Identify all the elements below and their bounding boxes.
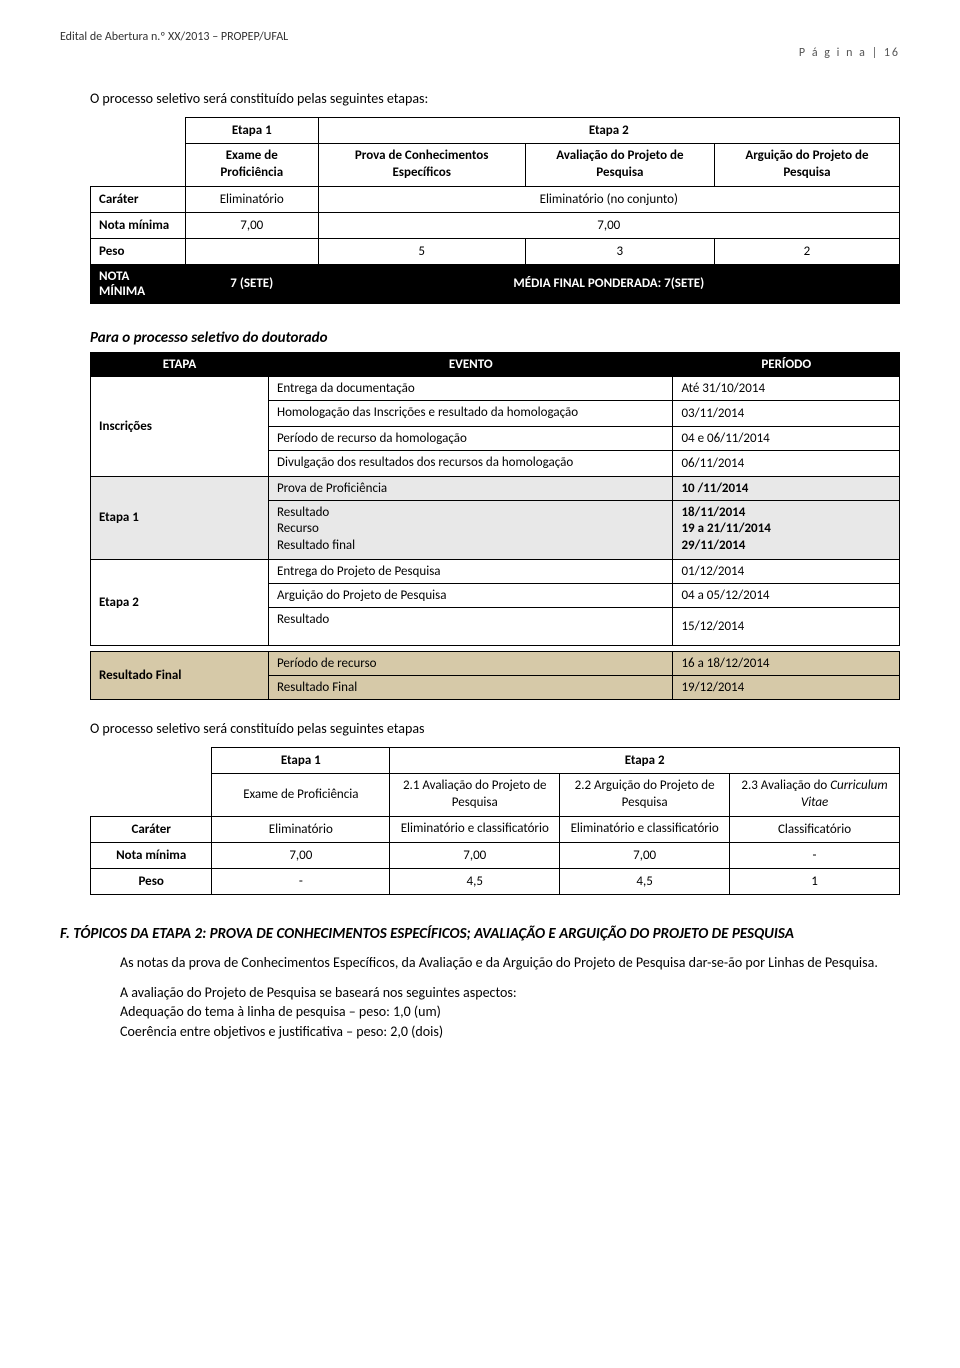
t2-r9e: Resultado (268, 608, 673, 646)
t2-r11p: 19/12/2014 (673, 676, 900, 700)
t3-45-2: 4,5 (560, 869, 730, 895)
doutorado-title: Para o processo seletivo do doutorado (90, 329, 900, 347)
t3-c21: 2.1 Avaliação do Projeto de Pesquisa (390, 774, 560, 817)
table-doutorado: ETAPA EVENTO PERÍODO Inscrições Entrega … (90, 352, 900, 700)
t1-aval: Avaliação do Projeto de Pesquisa (525, 144, 714, 187)
t1-etapa1: Etapa 1 (185, 118, 318, 144)
t2-r6e: Resultado Recurso Resultado final (268, 500, 673, 560)
para-1: As notas da prova de Conhecimentos Espec… (120, 953, 900, 973)
t3-45-1: 4,5 (390, 869, 560, 895)
t3-700-1: 7,00 (212, 843, 390, 869)
t2-r4e: Divulgação dos resultados dos recursos d… (268, 450, 673, 476)
intro-text-1: O processo seletivo será constituído pel… (90, 90, 900, 107)
t2-r6e2: Recurso (277, 521, 319, 536)
t1-prova: Prova de Conhecimentos Específicos (318, 144, 525, 187)
para-2b: Coerência entre objetivos e justificativ… (120, 1023, 443, 1040)
t2-r2p: 03/11/2014 (673, 400, 900, 426)
t2-r8p: 04 a 05/12/2014 (673, 584, 900, 608)
t3-c23: 2.3 Avaliação do Curriculum Vitae (730, 774, 900, 817)
t3-elimclass1: Eliminatório e classificatório (390, 817, 560, 843)
doc-reference: Edital de Abertura n.º XX/2013 – PROPEP/… (60, 30, 900, 44)
t1-notamin-label: Nota mínima (91, 212, 186, 238)
t3-p1: 1 (730, 869, 900, 895)
t2-r6e1: Resultado (277, 505, 329, 520)
t3-elimclass2: Eliminatório e classificatório (560, 817, 730, 843)
table-etapas-doutorado: Etapa 1 Etapa 2 Exame de Proficiência 2.… (90, 747, 900, 895)
t1-p3: 3 (525, 238, 714, 264)
t2-h-evento: EVENTO (268, 352, 673, 376)
t3-peso: Peso (91, 869, 212, 895)
t2-h-periodo: PERÍODO (673, 352, 900, 376)
t3-carater: Caráter (91, 817, 212, 843)
t2-r5e: Prova de Proficiência (268, 476, 673, 500)
t2-r6p3: 29/11/2014 (681, 538, 745, 553)
t3-exame: Exame de Proficiência (212, 774, 390, 817)
t1-media: MÉDIA FINAL PONDERADA: 7(SETE) (318, 264, 899, 303)
t1-elim: Eliminatório (185, 186, 318, 212)
t3-elim: Eliminatório (212, 817, 390, 843)
t1-sete: 7 (SETE) (185, 264, 318, 303)
t1-carater-label: Caráter (91, 186, 186, 212)
t2-r3e: Período de recurso da homologação (268, 426, 673, 450)
t1-exame: Exame de Proficiência (185, 144, 318, 187)
t3-700-3: 7,00 (560, 843, 730, 869)
t3-c22: 2.2 Arguição do Projeto de Pesquisa (560, 774, 730, 817)
t1-p5: 5 (318, 238, 525, 264)
t3-700-2: 7,00 (390, 843, 560, 869)
topic-f-heading: F. TÓPICOS DA ETAPA 2: PROVA DE CONHECIM… (60, 925, 900, 943)
t1-elim-conj: Eliminatório (no conjunto) (318, 186, 899, 212)
t3-etapa1: Etapa 1 (212, 748, 390, 774)
table-etapas-mestrado: Etapa 1 Etapa 2 Exame de Proficiência Pr… (90, 117, 900, 304)
t3-classif: Classificatório (730, 817, 900, 843)
t2-r6p1: 18/11/2014 (681, 505, 745, 520)
t3-etapa2: Etapa 2 (390, 748, 900, 774)
t2-r11e: Resultado Final (268, 676, 673, 700)
t1-arg: Arguição do Projeto de Pesquisa (714, 144, 899, 187)
t2-r10p: 16 a 18/12/2014 (673, 652, 900, 676)
t2-r10e: Período de recurso (268, 652, 673, 676)
t1-etapa2: Etapa 2 (318, 118, 899, 144)
t1-700a: 7,00 (185, 212, 318, 238)
t1-notaminima: NOTA MÍNIMA (91, 264, 186, 303)
t3-dash-1: - (730, 843, 900, 869)
t3-notamin: Nota mínima (91, 843, 212, 869)
page-number: P á g i n a | 16 (60, 46, 900, 60)
t2-etapa1: Etapa 1 (91, 476, 269, 560)
t2-r6e3: Resultado final (277, 538, 355, 553)
t2-r4p: 06/11/2014 (673, 450, 900, 476)
t2-r5p: 10 /11/2014 (673, 476, 900, 500)
t2-r8e: Arguição do Projeto de Pesquisa (268, 584, 673, 608)
t1-p2: 2 (714, 238, 899, 264)
t2-resultfinal: Resultado Final (91, 652, 269, 700)
para-2: A avaliação do Projeto de Pesquisa se ba… (120, 983, 900, 1042)
para-2a: Adequação do tema à linha de pesquisa – … (120, 1003, 441, 1020)
t2-r3p: 04 e 06/11/2014 (673, 426, 900, 450)
intro-text-2: O processo seletivo será constituído pel… (90, 720, 900, 737)
t2-inscricoes: Inscrições (91, 376, 269, 476)
t2-r1e: Entrega da documentação (268, 376, 673, 400)
t2-h-etapa: ETAPA (91, 352, 269, 376)
t2-r7p: 01/12/2014 (673, 560, 900, 584)
t2-r1p: Até 31/10/2014 (673, 376, 900, 400)
t2-etapa2: Etapa 2 (91, 560, 269, 646)
t1-peso-label: Peso (91, 238, 186, 264)
t3-dash-2: - (212, 869, 390, 895)
t2-r9p: 15/12/2014 (673, 608, 900, 646)
para-2-intro: A avaliação do Projeto de Pesquisa se ba… (120, 984, 517, 1001)
t2-r6p: 18/11/2014 19 a 21/11/2014 29/11/2014 (673, 500, 900, 560)
t2-r7e: Entrega do Projeto de Pesquisa (268, 560, 673, 584)
t1-700b: 7,00 (318, 212, 899, 238)
t2-r2e: Homologação das Inscrições e resultado d… (268, 400, 673, 426)
t2-r6p2: 19 a 21/11/2014 (681, 521, 770, 536)
